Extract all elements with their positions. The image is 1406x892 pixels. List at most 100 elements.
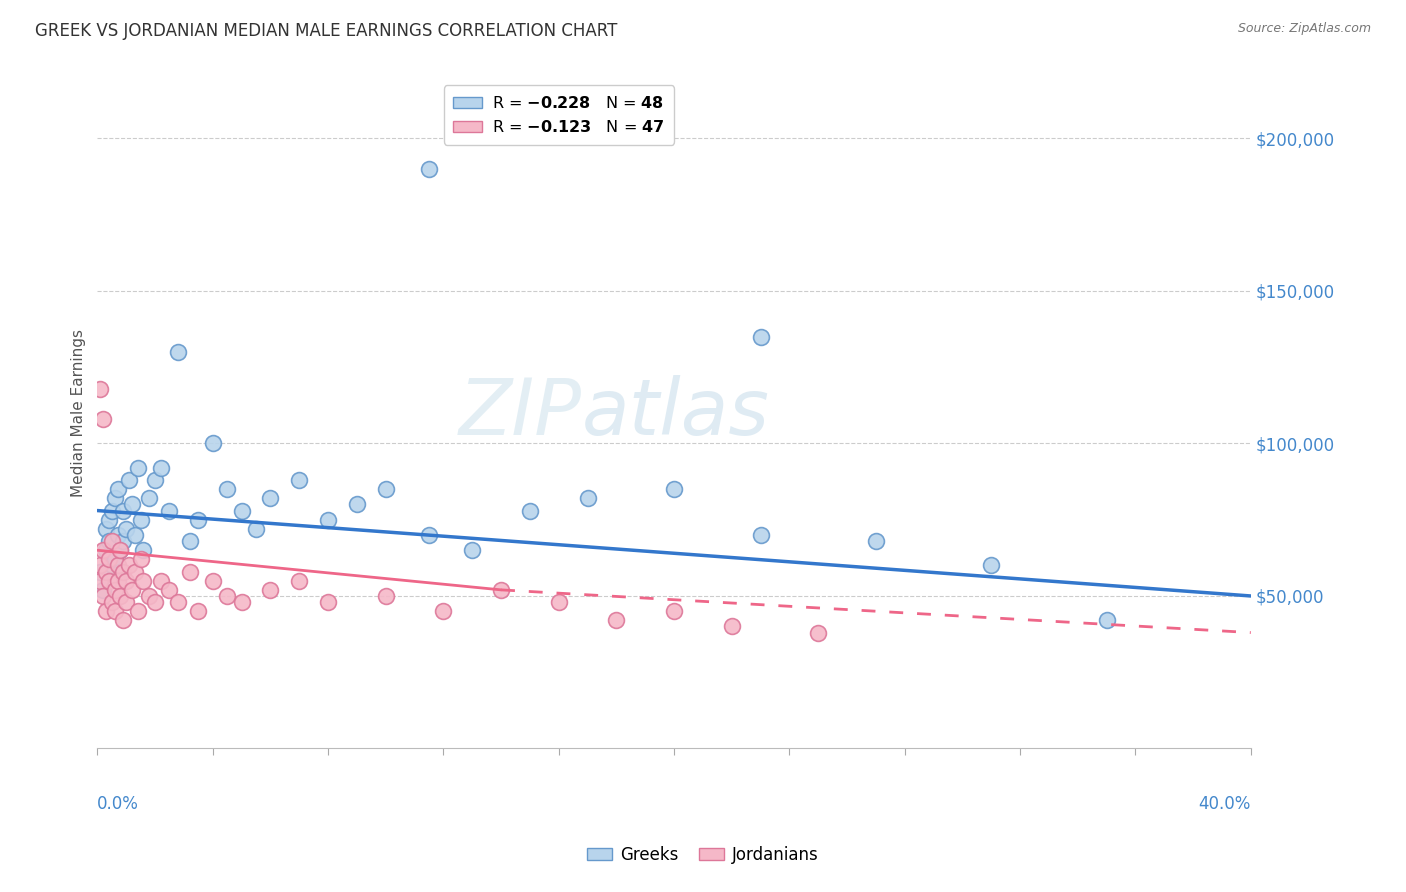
Point: [807, 625, 830, 640]
Point: [217, 482, 239, 496]
Point: [97, 534, 120, 549]
Point: [138, 491, 160, 506]
Point: [259, 491, 281, 506]
Point: [201, 436, 224, 450]
Point: [110, 589, 132, 603]
Point: [118, 473, 141, 487]
Point: [129, 513, 152, 527]
Point: [749, 329, 772, 343]
Point: [980, 558, 1002, 573]
Point: [104, 582, 127, 597]
Point: [187, 513, 209, 527]
Point: [374, 482, 396, 496]
Point: [91, 543, 114, 558]
Point: [112, 613, 135, 627]
Point: [110, 543, 132, 558]
Point: [89, 574, 111, 588]
Point: [149, 574, 172, 588]
Point: [865, 534, 887, 549]
Point: [100, 595, 122, 609]
Point: [132, 543, 155, 558]
Point: [418, 161, 440, 176]
Point: [461, 543, 484, 558]
Point: [749, 528, 772, 542]
Point: [94, 543, 117, 558]
Point: [316, 595, 339, 609]
Legend: Greeks, Jordanians: Greeks, Jordanians: [581, 839, 825, 871]
Point: [107, 558, 129, 573]
Point: [100, 503, 122, 517]
Point: [89, 565, 111, 579]
Point: [201, 574, 224, 588]
Text: Source: ZipAtlas.com: Source: ZipAtlas.com: [1237, 22, 1371, 36]
Point: [179, 534, 201, 549]
Point: [104, 491, 127, 506]
Point: [576, 491, 599, 506]
Point: [374, 589, 396, 603]
Point: [91, 589, 114, 603]
Point: [288, 574, 311, 588]
Point: [94, 604, 117, 618]
Point: [94, 522, 117, 536]
Point: [143, 595, 166, 609]
Point: [217, 589, 239, 603]
Point: [112, 503, 135, 517]
Point: [118, 558, 141, 573]
Point: [159, 503, 181, 517]
Point: [418, 528, 440, 542]
Point: [662, 604, 685, 618]
Point: [231, 595, 253, 609]
Point: [115, 522, 138, 536]
Point: [112, 565, 135, 579]
Point: [605, 613, 627, 627]
Point: [316, 513, 339, 527]
Point: [91, 412, 114, 426]
Point: [107, 574, 129, 588]
Point: [167, 345, 190, 359]
Legend: R = $\bf{-0.228}$   N = $\bf{48}$, R = $\bf{-0.123}$   N = $\bf{47}$: R = $\bf{-0.228}$ N = $\bf{48}$, R = $\b…: [444, 86, 673, 145]
Point: [159, 582, 181, 597]
Point: [662, 482, 685, 496]
Point: [115, 574, 138, 588]
Point: [187, 604, 209, 618]
Point: [259, 582, 281, 597]
Point: [1095, 613, 1118, 627]
Point: [107, 528, 129, 542]
Point: [124, 528, 146, 542]
Point: [110, 565, 132, 579]
Point: [110, 543, 132, 558]
Point: [89, 382, 111, 396]
Point: [112, 534, 135, 549]
Point: [288, 473, 311, 487]
Point: [179, 565, 201, 579]
Point: [231, 503, 253, 517]
Point: [167, 595, 190, 609]
Point: [91, 582, 114, 597]
Text: GREEK VS JORDANIAN MEDIAN MALE EARNINGS CORRELATION CHART: GREEK VS JORDANIAN MEDIAN MALE EARNINGS …: [35, 22, 617, 40]
Y-axis label: Median Male Earnings: Median Male Earnings: [72, 329, 86, 497]
Point: [100, 534, 122, 549]
Point: [129, 552, 152, 566]
Point: [519, 503, 541, 517]
Text: 40.0%: 40.0%: [1198, 796, 1251, 814]
Point: [138, 589, 160, 603]
Point: [489, 582, 512, 597]
Text: atlas: atlas: [582, 375, 769, 451]
Point: [346, 498, 368, 512]
Point: [115, 595, 138, 609]
Point: [104, 604, 127, 618]
Point: [104, 552, 127, 566]
Point: [127, 461, 149, 475]
Text: ZIP: ZIP: [458, 375, 582, 451]
Point: [107, 482, 129, 496]
Point: [149, 461, 172, 475]
Point: [94, 565, 117, 579]
Point: [89, 558, 111, 573]
Point: [100, 558, 122, 573]
Point: [97, 574, 120, 588]
Point: [124, 565, 146, 579]
Point: [132, 574, 155, 588]
Text: 0.0%: 0.0%: [97, 796, 139, 814]
Point: [432, 604, 454, 618]
Point: [121, 498, 143, 512]
